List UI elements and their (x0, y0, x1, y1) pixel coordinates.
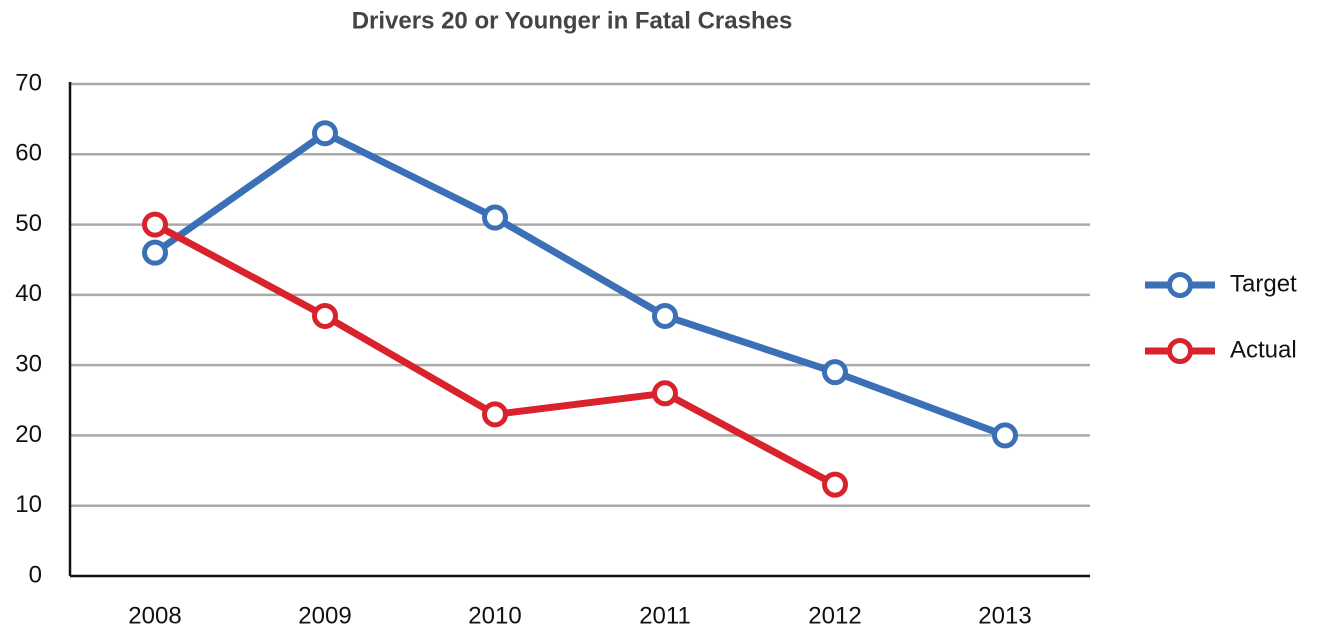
y-tick-label: 30 (15, 350, 42, 377)
data-point (142, 211, 168, 238)
y-tick-label: 10 (15, 491, 42, 518)
legend-marker (1167, 272, 1193, 298)
data-point (652, 302, 678, 329)
data-point (312, 302, 338, 329)
y-tick-label: 0 (29, 561, 42, 588)
y-tick-label: 20 (15, 421, 42, 448)
y-tick-label: 70 (15, 69, 42, 96)
data-point (312, 120, 338, 147)
y-tick-label: 50 (15, 210, 42, 237)
data-point (822, 471, 848, 498)
legend-marker (1167, 338, 1193, 364)
series-line (153, 221, 837, 488)
series-line (152, 129, 1007, 439)
x-tick-label: 2011 (639, 602, 691, 629)
data-point (482, 401, 508, 428)
y-tick-label: 60 (15, 140, 42, 167)
x-tick-label: 2008 (128, 602, 181, 629)
data-point (482, 204, 508, 231)
data-point (992, 422, 1018, 449)
y-tick-label: 40 (15, 280, 42, 307)
x-tick-label: 2013 (978, 602, 1031, 629)
legend-label: Actual (1230, 336, 1297, 363)
legend-label: Target (1230, 270, 1297, 297)
data-point (652, 380, 678, 407)
data-point (822, 359, 848, 386)
x-tick-label: 2010 (468, 602, 521, 629)
x-tick-label: 2012 (808, 602, 861, 629)
x-tick-label: 2009 (298, 602, 351, 629)
chart-title: Drivers 20 or Younger in Fatal Crashes (352, 7, 793, 34)
data-point (142, 239, 168, 266)
